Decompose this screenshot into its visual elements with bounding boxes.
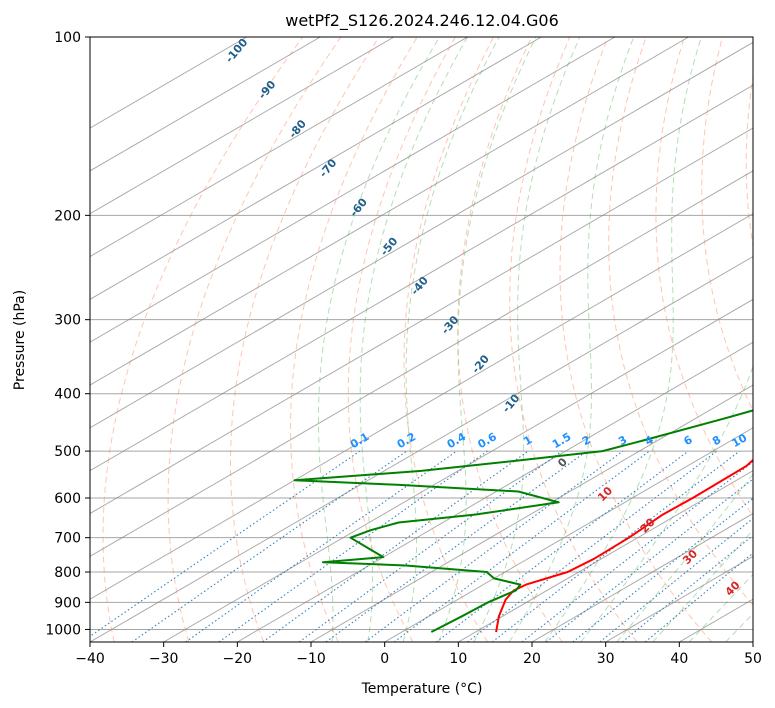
moist-adiabat-line — [508, 37, 635, 642]
mixing-ratio-line — [622, 534, 753, 642]
mixing-ratio-line — [131, 450, 408, 642]
plot-area — [90, 37, 753, 642]
x-tick-label: 10 — [449, 651, 467, 667]
mixing-ratio-line — [90, 450, 361, 638]
dry-adiabat-line — [102, 37, 304, 642]
isotherm-line — [310, 384, 753, 642]
x-tick-label: 0 — [380, 651, 389, 667]
x-tick-label: 40 — [670, 651, 688, 667]
mixing-ratio-line — [185, 450, 458, 642]
isotherm-line — [237, 341, 753, 642]
y-axis-title: Pressure (hPa) — [12, 290, 28, 390]
x-tick-label: −30 — [149, 651, 179, 667]
plot-frame — [89, 36, 754, 643]
isotherm-line — [384, 427, 753, 642]
mixing-ratio-line — [298, 450, 563, 642]
isotherm-line — [163, 298, 753, 642]
isotherm-line — [90, 127, 753, 515]
y-tick-label: 100 — [54, 30, 81, 46]
isotherm-line — [90, 255, 753, 642]
mixing-ratio-line — [436, 450, 689, 642]
y-tick-label: 700 — [54, 531, 81, 547]
x-axis-title: Temperature (°C) — [361, 681, 483, 697]
isotherm-line — [458, 470, 753, 642]
dry-adiabat-line — [290, 37, 418, 642]
mixing-ratio-line — [599, 517, 753, 642]
isotherm-line — [90, 37, 542, 300]
x-tick-label: 20 — [523, 651, 541, 667]
moist-adiabat-line — [616, 473, 753, 642]
dewpoint-profile-line — [293, 409, 753, 633]
x-tick-label: 30 — [597, 651, 615, 667]
mixing-ratio-line — [572, 497, 753, 642]
y-tick-label: 900 — [54, 595, 81, 611]
isotherm-line — [90, 170, 753, 557]
chart-title: wetPf2_S126.2024.246.12.04.G06 — [285, 11, 559, 31]
isotherm-line — [90, 41, 753, 429]
isotherm-line — [90, 37, 689, 386]
y-tick-label: 300 — [54, 313, 81, 329]
isotherm-line — [531, 512, 753, 642]
x-tick-label: −10 — [296, 651, 326, 667]
isotherm-line — [90, 84, 753, 472]
mixing-ratio-line — [218, 450, 488, 642]
y-tick-label: 1000 — [45, 622, 81, 638]
dry-adiabat-line — [347, 37, 456, 642]
isotherm-line — [90, 37, 321, 172]
isotherm-line — [90, 37, 395, 215]
axis-ticks: −40 −30 −20 −10 0 10 20 30 40 50 100 200 300 400 500 60… — [45, 30, 762, 667]
dry-adiabat-line — [230, 37, 380, 642]
temperature-profile-line — [495, 458, 753, 633]
isotherm-line — [90, 37, 468, 258]
y-tick-label: 200 — [54, 208, 81, 224]
dry-adiabat-line — [167, 37, 342, 642]
y-tick-label: 400 — [54, 387, 81, 403]
dry-adiabat-line — [509, 37, 638, 642]
x-tick-label: −20 — [223, 651, 253, 667]
x-tick-label: −40 — [75, 651, 105, 667]
dry-adiabat-line — [559, 37, 713, 642]
dry-adiabat-line — [701, 37, 753, 412]
y-tick-label: 600 — [54, 491, 81, 507]
dry-adiabat-line — [457, 37, 563, 642]
moist-adiabat-line — [402, 37, 500, 642]
mixing-ratio-line — [491, 450, 740, 642]
moist-adiabat-line — [544, 37, 702, 642]
moist-adiabat-line — [359, 37, 468, 642]
moist-adiabat-line — [473, 37, 581, 642]
isotherm-line — [90, 213, 753, 600]
moist-adiabat-line — [438, 37, 537, 642]
y-tick-label: 800 — [54, 565, 81, 581]
dry-adiabat-line — [608, 37, 753, 606]
dry-adiabat-line — [655, 37, 753, 517]
y-tick-label: 500 — [54, 444, 81, 460]
x-tick-label: 50 — [744, 651, 762, 667]
mixing-ratio-line — [644, 552, 753, 642]
isotherm-line — [90, 37, 616, 343]
moist-adiabat-line — [318, 37, 440, 642]
